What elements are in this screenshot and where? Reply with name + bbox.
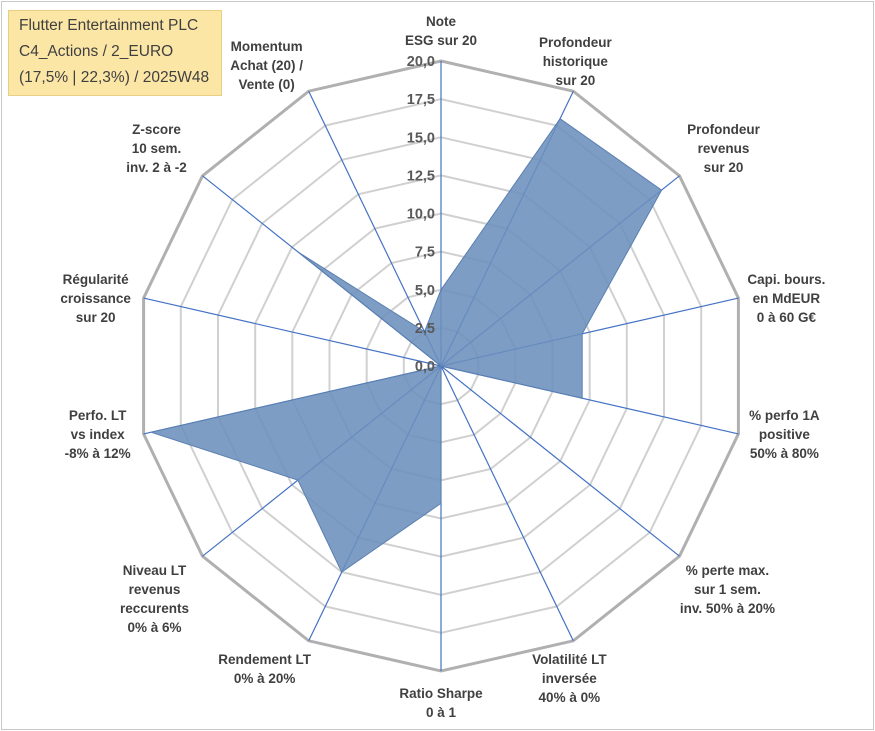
axis-label-line: 0 à 60 G€ — [757, 310, 817, 325]
axis-label: Perfo. LT vs index -8% à 12% — [65, 408, 131, 461]
series-area — [149, 118, 663, 573]
tick-label: 17,5 — [407, 92, 435, 108]
axis-spoke — [440, 365, 680, 557]
tick-label: 0,0 — [415, 359, 435, 375]
title-line-stats: (17,5% | 22,3%) / 2025W48 — [19, 69, 210, 86]
axis-label: Momentum Achat (20) / Vente (0) — [230, 39, 303, 92]
axis-label-line: Achat (20) / — [230, 58, 303, 73]
axis-label: Rendement LT 0% à 20% — [218, 652, 312, 686]
tick-label: 20,0 — [407, 54, 435, 70]
axis-label-line: Z-score — [132, 122, 181, 137]
axis-label-line: 10 sem. — [132, 141, 182, 156]
axis-label-line: inv. 50% à 20% — [680, 601, 775, 616]
axis-label: Profondeur revenus sur 20 — [687, 122, 760, 175]
axis-label: Profondeur historique sur 20 — [539, 35, 612, 88]
axis-label-line: 0% à 20% — [234, 671, 296, 686]
axis-label-line: sur 20 — [704, 160, 744, 175]
axis-label-line: Perfo. LT — [69, 408, 127, 423]
axis-label-line: Ratio Sharpe — [399, 686, 483, 701]
axis-label-line: % perte max. — [686, 563, 769, 578]
axis-label: Note ESG sur 20 — [405, 14, 477, 48]
ticks-layer: 0,0 2,5 5,0 7,5 10,0 12,5 15,0 17,5 20,0 — [407, 54, 435, 375]
tick-label: 10,0 — [407, 207, 435, 223]
axis-label-line: reccurents — [120, 601, 189, 616]
axis-label-line: Profondeur — [539, 35, 612, 50]
axis-label-line: Capi. bours. — [747, 272, 825, 287]
axis-label: % perfo 1A positive 50% à 80% — [749, 408, 820, 461]
tick-label: 5,0 — [415, 283, 435, 299]
axis-label-line: 0 à 1 — [426, 705, 457, 720]
axis-label-line: Régularité — [63, 272, 130, 287]
axis-label-line: revenus — [129, 582, 181, 597]
labels-layer: Note ESG sur 20 Profondeur historique sur 20… — [60, 14, 825, 720]
series-layer — [149, 118, 663, 573]
axis-label: Volatilité LT inversée 40% à 0% — [532, 652, 607, 705]
axis-label-line: inversée — [542, 671, 597, 686]
axis-label-line: revenus — [698, 141, 750, 156]
axis-label-line: Momentum — [231, 39, 303, 54]
axis-label-line: vs index — [71, 427, 126, 442]
axis-spoke — [440, 365, 574, 642]
axis-label-line: inv. 2 à -2 — [126, 160, 187, 175]
title-line-category: C4_Actions / 2_EURO — [19, 43, 174, 60]
axis-label-line: 0% à 6% — [128, 620, 182, 635]
axis-label-line: sur 20 — [76, 310, 116, 325]
axis-label-line: Volatilité LT — [532, 652, 607, 667]
axis-spoke — [143, 297, 442, 367]
tick-label: 15,0 — [407, 130, 435, 146]
chart-title-box: Flutter Entertainment PLC C4_Actions / 2… — [8, 10, 222, 96]
axis-label-line: Niveau LT — [123, 563, 187, 578]
axis-label-line: 40% à 0% — [539, 690, 601, 705]
axis-label-line: ESG sur 20 — [405, 33, 477, 48]
axis-label-line: Note — [426, 14, 456, 29]
tick-label: 2,5 — [415, 321, 435, 337]
axis-label: Niveau LT revenus reccurents 0% à 6% — [120, 563, 189, 635]
axis-label-line: historique — [543, 54, 609, 69]
axis-label: Capi. bours. en MdEUR 0 à 60 G€ — [747, 272, 825, 325]
tick-label: 7,5 — [415, 245, 435, 261]
axis-label: Ratio Sharpe 0 à 1 — [399, 686, 483, 720]
axis-spoke — [308, 90, 442, 367]
axis-label: Z-score 10 sem. inv. 2 à -2 — [126, 122, 187, 175]
axis-label-line: -8% à 12% — [65, 446, 131, 461]
title-line-company: Flutter Entertainment PLC — [19, 17, 199, 34]
axis-label-line: Vente (0) — [239, 77, 295, 92]
axis-label-line: Rendement LT — [218, 652, 312, 667]
tick-label: 12,5 — [407, 168, 435, 184]
axis-label: Régularité croissance sur 20 — [60, 272, 131, 325]
axis-label-line: % perfo 1A — [749, 408, 820, 423]
axis-label-line: Profondeur — [687, 122, 760, 137]
axis-label: % perte max. sur 1 sem. inv. 50% à 20% — [680, 563, 775, 616]
axis-label-line: positive — [759, 427, 811, 442]
axis-label-line: 50% à 80% — [750, 446, 819, 461]
axis-label-line: sur 1 sem. — [694, 582, 761, 597]
axis-label-line: en MdEUR — [753, 291, 821, 306]
axis-label-line: sur 20 — [555, 73, 595, 88]
axis-label-line: croissance — [60, 291, 131, 306]
